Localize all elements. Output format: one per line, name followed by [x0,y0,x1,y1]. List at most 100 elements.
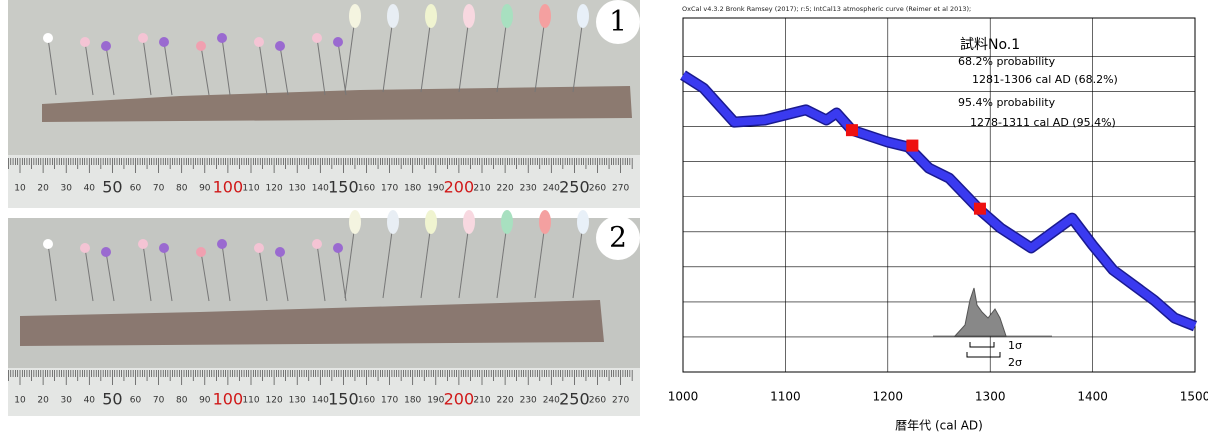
ruler-label: 30 [60,184,72,194]
annotation: 試料No.1 [960,37,1020,53]
ruler-label: 30 [60,396,72,406]
pin [344,223,356,299]
pin-head [254,37,264,47]
ruler [8,368,640,416]
ruler-label: 200 [444,178,475,197]
range-2s [966,352,1001,358]
pin [458,17,470,93]
pin [316,37,326,96]
pin-flag [463,210,475,234]
ruler-label: 110 [242,396,259,406]
x-tick-label: 1000 [668,390,699,404]
data-point [906,139,919,152]
data-point [973,202,986,215]
pin [221,243,231,302]
pin-flag [463,4,475,28]
ruler-label: 90 [199,184,211,194]
annotation: 1278-1311 cal AD (95.4%) [970,116,1116,129]
ruler-label: 20 [37,396,49,406]
pin [572,223,584,299]
pin [258,41,268,96]
pin [496,223,508,299]
ruler-label: 180 [404,184,421,194]
pin-head [312,239,322,249]
pin-flag [501,210,513,234]
pin [105,251,115,302]
pin [142,243,152,302]
pin [534,223,546,299]
curve-band [680,71,1197,330]
pin-flag [577,210,589,234]
pin-head [196,247,206,257]
photo-badge [596,0,640,44]
ruler-label: 260 [589,184,606,194]
pin [47,37,57,96]
ruler-label: 270 [612,184,629,194]
pin [316,243,326,302]
pin-flag [387,210,399,234]
ruler-label: 250 [559,178,590,197]
ruler-label: 120 [266,184,283,194]
ruler-label: 190 [427,184,444,194]
ruler [8,155,640,208]
ruler-label: 60 [130,184,142,194]
ruler-label: 120 [266,396,283,406]
data-point [845,124,858,137]
ruler-label: 240 [543,396,560,406]
ruler-label: 100 [213,178,244,197]
pin-head [138,33,148,43]
annotation: 68.2% probability [958,55,1056,68]
ruler-label: 150 [328,178,359,197]
ruler-label: 140 [312,184,329,194]
pin [337,247,347,302]
pin [163,247,173,302]
pin [344,17,356,93]
x-tick-label: 1100 [770,390,801,404]
annotation: 2σ [1008,356,1022,369]
ruler-label: 110 [242,184,259,194]
ruler-label: 240 [543,184,560,194]
ruler-label: 220 [497,396,514,406]
pin-flag [539,210,551,234]
ruler-label: 80 [176,184,188,194]
pin [572,17,584,93]
annotation: 1281-1306 cal AD (68.2%) [972,73,1118,86]
pin [47,243,57,302]
pin-head [43,33,53,43]
pin-flag [425,4,437,28]
pin [279,251,289,302]
ruler-label: 180 [404,396,421,406]
ruler-label: 70 [153,396,165,406]
pin-head [43,239,53,249]
pin-head [159,243,169,253]
ruler-label: 20 [37,184,49,194]
pin-head [333,37,343,47]
pin [496,17,508,93]
sample-strip [42,86,632,122]
ruler-label: 70 [153,184,165,194]
ruler-label: 210 [473,396,490,406]
pin-head [101,247,111,257]
ruler-label: 40 [84,396,96,406]
pin [84,41,94,96]
x-tick-label: 1400 [1077,390,1108,404]
pin-head [275,41,285,51]
pin-head [217,33,227,43]
pin-head [217,239,227,249]
chart: OxCal v4.3.2 Bronk Ramsey (2017); r:5; I… [668,5,1208,433]
ruler-label: 270 [612,396,629,406]
pin-head [312,33,322,43]
pin-head [333,243,343,253]
ruler-label: 40 [84,184,96,194]
ruler-label: 170 [381,184,398,194]
x-tick-label: 1300 [975,390,1006,404]
ruler-label: 130 [289,396,306,406]
pin-head [275,247,285,257]
ruler-label: 160 [358,396,375,406]
ruler-label: 230 [520,184,537,194]
photo-number: 2 [609,221,627,254]
pin-head [138,239,148,249]
pin [382,223,394,299]
annotation: 1σ [1008,339,1022,352]
photos: 1 2 10 20 30 40 50 60 70 80 90 100 110 120 130 140 150… [8,0,640,416]
